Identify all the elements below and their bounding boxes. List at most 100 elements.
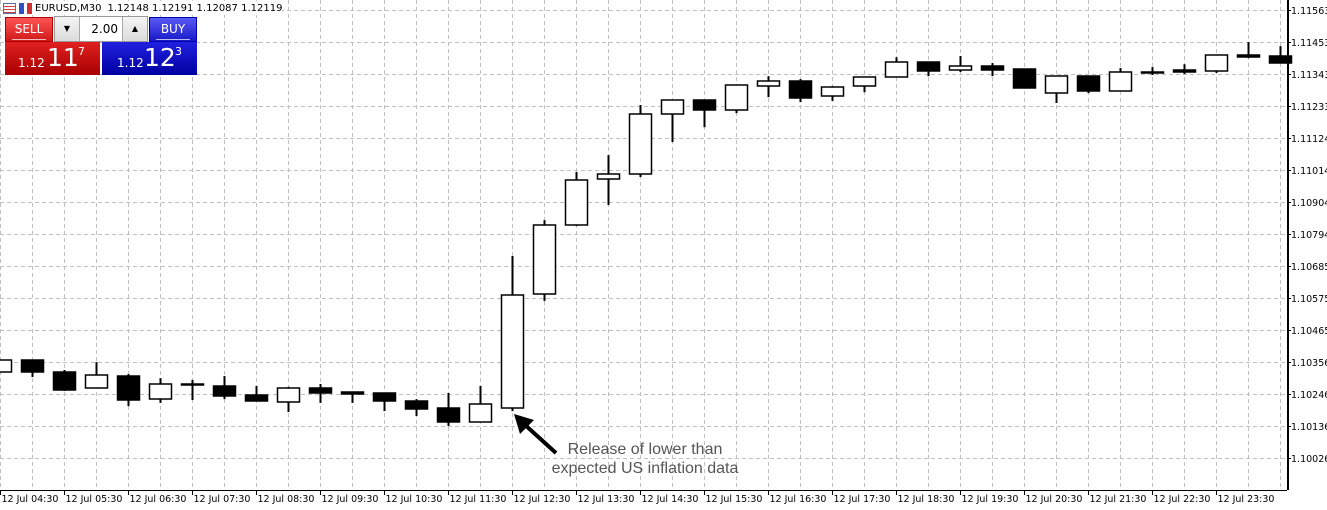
candle-body-bull	[756, 80, 781, 87]
candle-body-bear	[1076, 75, 1101, 92]
annotation-arrow-head	[514, 414, 534, 434]
candle-body-bull	[180, 383, 205, 386]
candle-body-bull	[500, 294, 525, 409]
candle-body-bull	[148, 383, 173, 400]
candle-body-bear	[212, 385, 237, 397]
candle-body-bear	[116, 375, 141, 401]
buy-price[interactable]: 1.12 12 3	[102, 42, 197, 75]
x-tick-label: 12 Jul 08:30	[258, 494, 315, 505]
lot-input[interactable]: 2.00	[91, 22, 118, 36]
candle-body-bull	[948, 65, 973, 71]
candle-body-bear	[372, 392, 397, 402]
candle-body-bear	[404, 400, 429, 410]
increase-lot-button[interactable]: ▲	[122, 17, 147, 41]
x-tick-label: 12 Jul 06:30	[130, 494, 187, 505]
buy-button[interactable]: BUY	[149, 17, 197, 42]
sell-button[interactable]: SELL	[5, 17, 53, 42]
candle-body-bull	[1108, 71, 1133, 92]
candle-body-bull	[628, 113, 653, 175]
x-tick-label: 12 Jul 05:30	[66, 494, 123, 505]
x-tick-label: 12 Jul 23:30	[1218, 494, 1275, 505]
x-tick-label: 12 Jul 13:30	[578, 494, 635, 505]
candle-body-bear	[1012, 68, 1037, 89]
x-tick-label: 12 Jul 07:30	[194, 494, 251, 505]
candle-body-bull	[84, 374, 109, 389]
candle-body-bull	[852, 76, 877, 87]
bar-chart-icon	[19, 2, 32, 14]
decrease-lot-button[interactable]: ▼	[55, 17, 80, 41]
y-tick-label: 1.11124	[1291, 134, 1327, 145]
candle-body-bull	[884, 61, 909, 78]
table-icon	[3, 2, 16, 14]
candle-body-bear	[788, 80, 813, 99]
candle-body-bull	[468, 403, 493, 423]
candle-body-bull	[1204, 54, 1229, 72]
candle-body-bear	[1236, 54, 1261, 58]
candle-body-bear	[692, 99, 717, 111]
candle-body-bull	[596, 173, 621, 180]
buy-price-prefix: 1.12	[117, 56, 144, 70]
lot-stepper[interactable]: ▼ 2.00 ▲	[54, 16, 148, 42]
x-tick-label: 12 Jul 20:30	[1026, 494, 1083, 505]
buy-price-big: 12	[144, 43, 176, 72]
y-axis-edge	[1288, 0, 1289, 490]
buy-price-sup: 3	[175, 45, 182, 58]
chart-header: EURUSD,M30 1.12148 1.12191 1.12087 1.121…	[3, 1, 283, 15]
y-tick-label: 1.10026	[1291, 454, 1327, 465]
candle-body-bear	[1268, 55, 1293, 64]
y-tick-label: 1.10356	[1291, 358, 1327, 369]
candle-body-bull	[532, 224, 557, 295]
x-tick-label: 12 Jul 22:30	[1154, 494, 1211, 505]
x-tick-label: 12 Jul 12:30	[514, 494, 571, 505]
sell-price-big: 11	[47, 43, 79, 72]
sell-price[interactable]: 1.12 11 7	[5, 42, 100, 75]
candle-body-bear	[52, 371, 77, 391]
sell-price-sup: 7	[78, 45, 85, 58]
x-tick-label: 12 Jul 16:30	[770, 494, 827, 505]
candle-body-bear	[244, 394, 269, 402]
candle-body-bull	[1140, 71, 1165, 74]
x-tick-label: 12 Jul 21:30	[1090, 494, 1147, 505]
x-tick-label: 12 Jul 10:30	[386, 494, 443, 505]
y-tick-label: 1.11563	[1291, 6, 1327, 17]
y-tick-label: 1.10136	[1291, 422, 1327, 433]
x-tick-label: 12 Jul 18:30	[898, 494, 955, 505]
candle-body-bull	[820, 86, 845, 97]
y-tick-label: 1.11343	[1291, 70, 1327, 81]
y-tick-label: 1.11453	[1291, 38, 1327, 49]
candle-body-bull	[276, 387, 301, 403]
y-tick-label: 1.10246	[1291, 390, 1327, 401]
annotation-line-2: expected US inflation data	[551, 460, 739, 477]
x-tick-label: 12 Jul 11:30	[450, 494, 507, 505]
symbol-label: EURUSD,M30	[35, 2, 102, 14]
x-tick-label: 12 Jul 17:30	[834, 494, 891, 505]
candle-body-bull	[1044, 75, 1069, 94]
y-tick-label: 1.10794	[1291, 230, 1327, 241]
candle-body-bear	[340, 391, 365, 395]
y-tick-label: 1.10685	[1291, 262, 1327, 273]
x-tick-label: 12 Jul 19:30	[962, 494, 1019, 505]
candle-body-bear	[980, 65, 1005, 71]
ohlc-label: 1.12148 1.12191 1.12087 1.12119	[107, 2, 283, 14]
y-tick-label: 1.11014	[1291, 166, 1327, 177]
y-tick-label: 1.10904	[1291, 198, 1327, 209]
annotation-arrow-shaft	[522, 422, 558, 455]
candle-body-bull	[660, 99, 685, 115]
x-tick-label: 12 Jul 15:30	[706, 494, 763, 505]
sell-price-prefix: 1.12	[18, 56, 45, 70]
y-tick-label: 1.10575	[1291, 294, 1327, 305]
y-tick-label: 1.11233	[1291, 102, 1327, 113]
candle-body-bear	[436, 407, 461, 423]
candle-body-bull	[564, 179, 589, 226]
x-tick-label: 12 Jul 14:30	[642, 494, 699, 505]
annotation-line-1: Release of lower than	[567, 441, 723, 458]
candle-body-bear	[1172, 69, 1197, 73]
x-tick-label: 12 Jul 09:30	[322, 494, 379, 505]
candle-body-bear	[916, 61, 941, 72]
candle-body-bear	[308, 387, 333, 394]
y-tick-label: 1.10465	[1291, 326, 1327, 337]
annotation-text: Release of lower than expected US inflat…	[540, 440, 750, 478]
candle-body-bear	[20, 359, 45, 373]
candle-body-bull	[0, 359, 13, 373]
